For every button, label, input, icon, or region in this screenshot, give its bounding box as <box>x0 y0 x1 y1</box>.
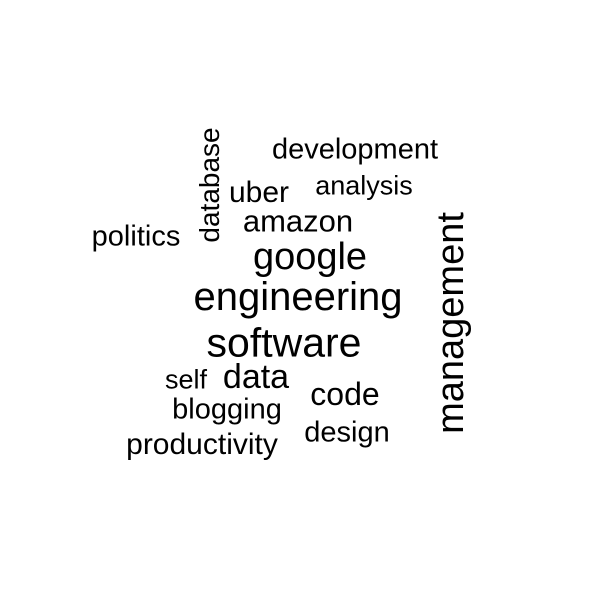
word-data: data <box>222 358 290 396</box>
word-self: self <box>164 364 208 395</box>
word-analysis: analysis <box>315 170 413 201</box>
word-amazon: amazon <box>242 203 354 239</box>
word-code: code <box>310 376 380 412</box>
word-engineering: engineering <box>193 275 403 319</box>
word-software: software <box>206 319 362 366</box>
word-management: management <box>430 212 472 434</box>
word-productivity: productivity <box>126 428 278 461</box>
word-blogging: blogging <box>172 393 282 426</box>
word-politics: politics <box>91 220 181 253</box>
word-google: google <box>252 236 368 278</box>
word-uber: uber <box>228 176 290 209</box>
word-database: database <box>194 127 225 243</box>
word-design: design <box>304 416 390 449</box>
word-development: development <box>271 133 439 166</box>
